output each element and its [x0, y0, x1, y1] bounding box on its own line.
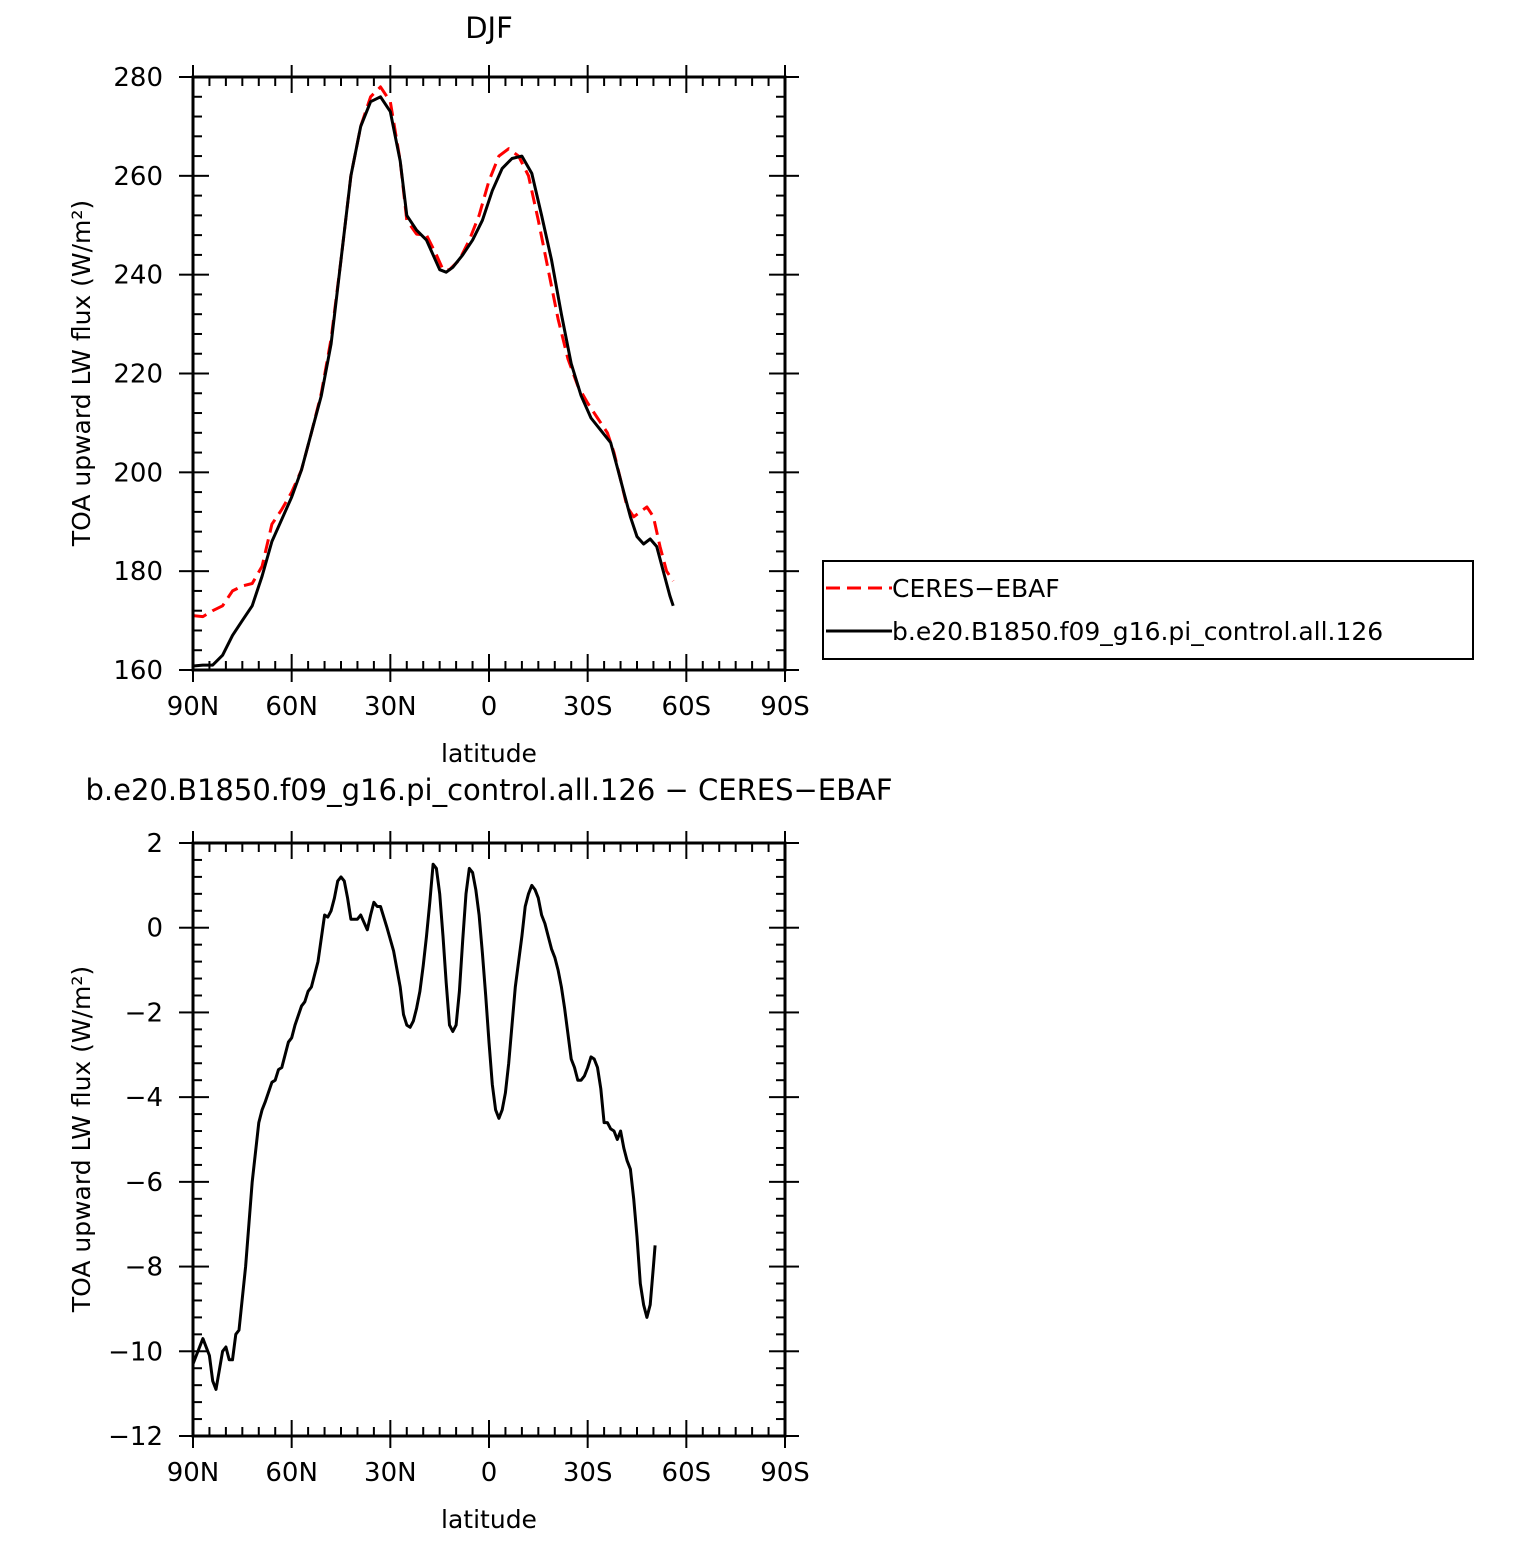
bottom-y-tick-label: −2 — [125, 998, 163, 1028]
top-panel-ylabel: TOA upward LW flux (W/m²) — [67, 200, 96, 547]
top-panel-frame — [191, 75, 787, 672]
top-x-tick-label: 60N — [265, 692, 318, 722]
top-y-tick-label: 280 — [113, 63, 163, 93]
bottom-x-tick-label: 90S — [760, 1458, 810, 1488]
bottom-panel: b.e20.B1850.f09_g16.pi_control.all.126 −… — [67, 773, 893, 1534]
bottom-x-tick-label: 30N — [364, 1458, 417, 1488]
top-x-tick-label: 30S — [563, 692, 613, 722]
bottom-x-tick-label: 30S — [563, 1458, 613, 1488]
legend-box — [822, 560, 1474, 660]
top-x-tick-label: 0 — [481, 692, 498, 722]
top-panel-title: DJF — [465, 11, 513, 45]
legend: CERES−EBAF b.e20.B1850.f09_g16.pi_contro… — [822, 560, 1474, 660]
bottom-panel-ticks: 90N 60N 30N 0 30S 60S 90S −12 −10 −8 −6 −4 −2 0 2 — [108, 829, 810, 1488]
top-x-tick-label: 30N — [364, 692, 417, 722]
bottom-panel-xlabel: latitude — [441, 1505, 537, 1534]
top-y-tick-label: 220 — [113, 360, 163, 390]
bottom-y-tick-label: 0 — [146, 914, 163, 944]
top-x-tick-label: 90N — [167, 692, 220, 722]
top-panel-ticks: 90N 60N 30N 0 30S 60S 90S 160 180 200 220 240 260 280 — [113, 63, 809, 722]
top-panel-series — [193, 85, 675, 668]
top-panel-xlabel: latitude — [441, 739, 537, 768]
bottom-y-tick-label: −6 — [125, 1168, 163, 1198]
top-y-tick-label: 180 — [113, 557, 163, 587]
top-series-line-1 — [193, 95, 675, 668]
bottom-y-tick-label: −8 — [125, 1253, 163, 1283]
top-series-line-0 — [193, 85, 675, 619]
legend-label-ceres: CERES−EBAF — [892, 574, 1060, 603]
top-y-tick-label: 240 — [113, 261, 163, 291]
bottom-y-tick-label: −4 — [125, 1083, 163, 1113]
top-y-tick-label: 260 — [113, 162, 163, 192]
top-y-tick-label: 160 — [113, 656, 163, 686]
bottom-y-tick-label: −10 — [108, 1337, 163, 1367]
bottom-x-tick-label: 90N — [167, 1458, 220, 1488]
legend-label-model: b.e20.B1850.f09_g16.pi_control.all.126 — [892, 617, 1383, 646]
top-y-tick-label: 200 — [113, 458, 163, 488]
top-x-tick-label: 90S — [760, 692, 810, 722]
bottom-x-tick-label: 0 — [481, 1458, 498, 1488]
bottom-panel-title: b.e20.B1850.f09_g16.pi_control.all.126 −… — [85, 773, 892, 807]
bottom-x-tick-label: 60S — [662, 1458, 712, 1488]
bottom-x-tick-label: 60N — [265, 1458, 318, 1488]
bottom-panel-ylabel: TOA upward LW flux (W/m²) — [67, 966, 96, 1313]
top-x-tick-label: 60S — [662, 692, 712, 722]
bottom-y-tick-label: 2 — [146, 829, 163, 859]
bottom-series-line-0 — [193, 862, 657, 1391]
bottom-panel-series — [193, 862, 657, 1391]
bottom-panel-frame — [191, 841, 787, 1438]
top-panel: DJF 90N 60N 30N 0 30S 60S 90S 160 180 200 220 240 26… — [67, 11, 810, 768]
bottom-y-tick-label: −12 — [108, 1422, 163, 1452]
